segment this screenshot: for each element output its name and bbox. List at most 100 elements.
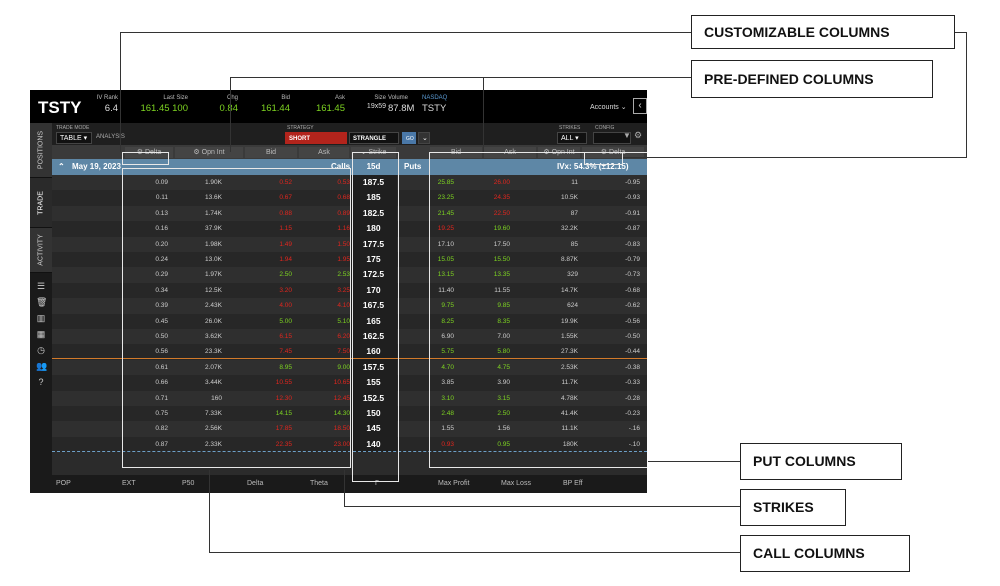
put-bid-cell[interactable]: 23.25 (437, 194, 454, 202)
grid-icon[interactable]: ▦ (36, 329, 46, 339)
collapse-arrow-button[interactable]: ‹ (633, 98, 647, 114)
strategy-type-select[interactable]: STRANGLE (349, 132, 399, 144)
chevron-down-icon[interactable]: ⌄ (418, 132, 430, 144)
put-ask-cell[interactable]: 13.35 (493, 271, 510, 279)
call-bid-cell[interactable]: 1.49 (279, 240, 292, 248)
strike-cell[interactable]: 152.5 (350, 390, 397, 406)
strike-cell[interactable]: 175 (350, 252, 397, 268)
call-bid-cell[interactable]: 0.88 (279, 209, 292, 217)
go-button[interactable]: GO (402, 132, 416, 144)
put-bid-cell[interactable]: 4.70 (441, 363, 454, 371)
trash-icon[interactable]: 🗑 (36, 297, 48, 307)
col-put-bid[interactable]: Bid (430, 147, 482, 158)
table-row[interactable]: 0.09 1.90K 0.52 0.53 25.85 26.00 11 -0.95 187.5 (52, 175, 647, 191)
trade-mode-select[interactable]: TABLE ▾ (56, 132, 92, 144)
call-bid-cell[interactable]: 22.35 (275, 440, 292, 448)
strike-cell[interactable]: 140 (350, 436, 397, 453)
put-bid-cell[interactable]: 9.75 (441, 302, 454, 310)
call-bid-cell[interactable]: 1.94 (279, 256, 292, 263)
filter-icon[interactable]: ▼ (623, 131, 631, 140)
tab-activity[interactable]: ACTIVITY (30, 228, 52, 273)
strategy-side-select[interactable]: SHORT (285, 132, 347, 144)
strike-cell[interactable]: 162.5 (350, 329, 397, 345)
table-row[interactable]: 0.56 23.3K 7.45 7.50 5.75 5.80 27.3K -0.44 160 (52, 344, 647, 360)
call-bid-cell[interactable]: 10.55 (275, 379, 292, 387)
strike-cell[interactable]: 157.5 (350, 359, 397, 376)
strike-cell[interactable]: 160 (350, 344, 397, 360)
put-bid-cell[interactable]: 21.45 (437, 209, 454, 217)
table-row[interactable]: 0.29 1.97K 2.50 2.53 13.15 13.35 329 -0.73 172.5 (52, 267, 647, 283)
put-bid-cell[interactable]: 8.25 (441, 317, 454, 325)
call-ask-cell[interactable]: 2.53 (337, 271, 350, 279)
clock-icon[interactable]: ◷ (37, 345, 45, 355)
col-call-delta[interactable]: ⚙ Delta (125, 147, 173, 158)
col-call-open-interest[interactable]: ⚙ Opn Int (175, 147, 243, 158)
put-ask-cell[interactable]: 15.50 (493, 256, 510, 263)
call-bid-cell[interactable]: 2.50 (279, 271, 292, 279)
table-row[interactable]: 0.39 2.43K 4.00 4.10 9.75 9.85 624 -0.62 167.5 (52, 298, 647, 314)
analysis-tab[interactable]: ANALYSIS (96, 134, 125, 140)
put-ask-cell[interactable]: 22.50 (493, 209, 510, 217)
call-ask-cell[interactable]: 5.10 (337, 317, 350, 325)
tab-positions[interactable]: POSITIONS (30, 123, 52, 178)
put-ask-cell[interactable]: 9.85 (497, 302, 510, 310)
strike-cell[interactable]: 182.5 (350, 205, 397, 222)
chevron-up-icon[interactable]: ⌃ (58, 162, 65, 171)
accounts-dropdown[interactable]: Accounts ⌄ (590, 104, 627, 111)
put-bid-cell[interactable]: 11.40 (438, 286, 454, 294)
call-ask-cell[interactable]: 6.20 (337, 333, 350, 340)
config-select[interactable] (593, 132, 631, 144)
call-ask-cell[interactable]: 0.68 (337, 194, 350, 202)
call-bid-cell[interactable]: 7.45 (279, 348, 292, 356)
table-row[interactable]: 0.45 26.0K 5.00 5.10 8.25 8.35 19.9K -0.56 165 (52, 313, 647, 329)
call-ask-cell[interactable]: 1.16 (337, 225, 350, 233)
call-ask-cell[interactable]: 9.00 (337, 363, 350, 371)
call-ask-cell[interactable]: 4.10 (337, 302, 350, 310)
call-bid-cell[interactable]: 6.15 (279, 333, 292, 340)
put-bid-cell[interactable]: 5.75 (441, 348, 454, 356)
table-row[interactable]: 0.16 37.9K 1.15 1.16 19.25 19.60 32.2K -0.87 180 (52, 221, 647, 237)
strike-cell[interactable]: 172.5 (350, 267, 397, 283)
people-icon[interactable]: 👥 (36, 361, 48, 371)
put-ask-cell[interactable]: 2.50 (497, 410, 510, 417)
put-ask-cell[interactable]: 4.75 (497, 363, 510, 371)
put-bid-cell[interactable]: 0.93 (441, 440, 454, 448)
call-ask-cell[interactable]: 0.89 (337, 209, 350, 217)
gear-icon[interactable]: ⚙ (634, 130, 643, 140)
table-row[interactable]: 0.82 2.56K 17.85 18.50 1.55 1.56 11.1K -.16 145 (52, 421, 647, 437)
put-ask-cell[interactable]: 8.35 (497, 317, 510, 325)
strike-cell[interactable]: 165 (350, 313, 397, 329)
strike-cell[interactable]: 145 (350, 421, 397, 437)
col-put-ask[interactable]: Ask (484, 147, 536, 158)
put-bid-cell[interactable]: 15.05 (437, 256, 454, 263)
put-ask-cell[interactable]: 11.55 (494, 286, 510, 294)
table-row[interactable]: 0.87 2.33K 22.35 23.00 0.93 0.95 180K -.10 140 (52, 436, 647, 453)
call-bid-cell[interactable]: 5.00 (279, 317, 292, 325)
strike-cell[interactable]: 187.5 (350, 175, 397, 191)
put-bid-cell[interactable]: 25.85 (437, 179, 454, 186)
call-bid-cell[interactable]: 17.85 (275, 425, 292, 433)
list-icon[interactable]: ☰ (36, 281, 46, 291)
col-strike[interactable]: ⌄ Strike (351, 147, 396, 158)
put-ask-cell[interactable]: 3.90 (497, 379, 510, 387)
call-ask-cell[interactable]: 1.50 (337, 240, 350, 248)
table-row[interactable]: 0.50 3.62K 6.15 6.20 6.90 7.00 1.55K -0.50 162.5 (52, 329, 647, 345)
strike-cell[interactable]: 180 (350, 221, 397, 237)
put-bid-cell[interactable]: 17.10 (437, 240, 454, 248)
put-bid-cell[interactable]: 3.10 (441, 394, 454, 402)
call-ask-cell[interactable]: 0.53 (337, 179, 350, 186)
table-row[interactable]: 0.20 1.98K 1.49 1.50 17.10 17.50 85 -0.83 177.5 (52, 236, 647, 252)
call-bid-cell[interactable]: 0.52 (279, 179, 292, 186)
put-bid-cell[interactable]: 6.90 (441, 333, 454, 340)
put-ask-cell[interactable]: 19.60 (493, 225, 510, 233)
put-bid-cell[interactable]: 13.15 (437, 271, 454, 279)
call-ask-cell[interactable]: 14.30 (333, 410, 350, 417)
call-bid-cell[interactable]: 12.30 (275, 394, 292, 402)
call-bid-cell[interactable]: 0.67 (279, 194, 292, 202)
put-ask-cell[interactable]: 26.00 (493, 179, 510, 186)
put-ask-cell[interactable]: 17.50 (493, 240, 510, 248)
strike-cell[interactable]: 185 (350, 190, 397, 206)
call-bid-cell[interactable]: 1.15 (279, 225, 292, 233)
call-bid-cell[interactable]: 3.20 (279, 286, 292, 294)
call-bid-cell[interactable]: 14.15 (275, 410, 292, 417)
